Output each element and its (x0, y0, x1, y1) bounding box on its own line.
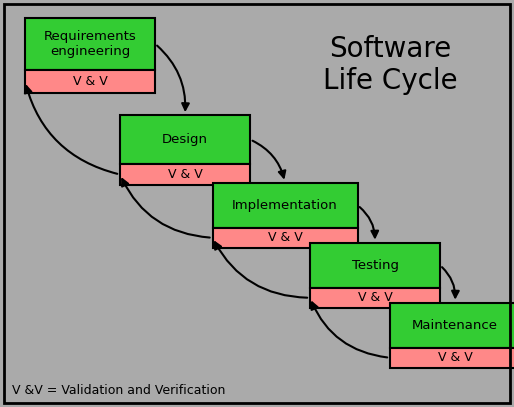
Bar (390, 302, 514, 348)
Bar (25, 18, 155, 70)
Bar (212, 182, 358, 228)
Bar (25, 70, 155, 92)
Text: Software
Life Cycle: Software Life Cycle (323, 35, 457, 95)
Text: Requirements
engineering: Requirements engineering (44, 30, 136, 58)
Bar (120, 164, 250, 185)
Text: Maintenance: Maintenance (412, 319, 498, 332)
Text: V & V: V & V (168, 168, 203, 181)
Text: V &V = Validation and Verification: V &V = Validation and Verification (12, 383, 225, 396)
Text: Design: Design (162, 133, 208, 146)
Text: V & V: V & V (437, 351, 472, 364)
Text: Testing: Testing (352, 259, 398, 272)
Bar (310, 243, 440, 288)
Text: Implementation: Implementation (232, 199, 338, 212)
Bar (390, 348, 514, 368)
Bar (120, 115, 250, 164)
Text: V & V: V & V (72, 75, 107, 88)
Text: V & V: V & V (358, 291, 392, 304)
Text: V & V: V & V (268, 231, 302, 244)
Bar (212, 228, 358, 247)
Bar (310, 288, 440, 308)
